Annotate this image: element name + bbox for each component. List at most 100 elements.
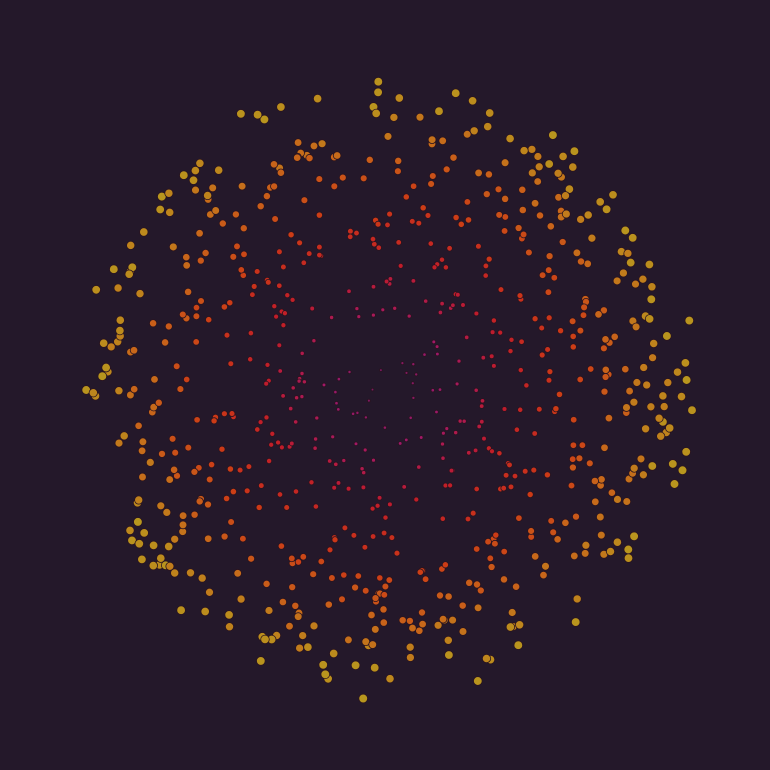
dot [600, 387, 609, 396]
dot [119, 431, 129, 441]
dot [421, 575, 430, 583]
dot [444, 426, 450, 431]
dot [601, 365, 610, 374]
dot [336, 407, 341, 412]
dot [489, 329, 496, 336]
dot [148, 560, 158, 571]
dot [376, 574, 384, 582]
dot [484, 170, 493, 179]
dot [176, 385, 185, 393]
dot [311, 338, 317, 344]
dot [561, 518, 570, 527]
dot [236, 466, 244, 474]
dot [247, 356, 254, 363]
dot [326, 546, 334, 554]
dot [413, 496, 420, 503]
dot [185, 568, 196, 578]
dot [482, 272, 489, 279]
dot [236, 594, 246, 604]
dot [170, 534, 180, 544]
dot [317, 557, 326, 566]
dot [106, 342, 116, 352]
dot [427, 180, 435, 188]
dot [557, 327, 565, 335]
dot [625, 386, 634, 396]
dot [289, 296, 296, 303]
dot [544, 288, 553, 296]
dot [659, 402, 669, 412]
dot [453, 430, 459, 436]
dot [525, 248, 533, 257]
dot [428, 172, 437, 180]
dot [178, 511, 188, 520]
dot [164, 541, 174, 552]
dot [497, 286, 505, 293]
dot [642, 380, 652, 390]
dot [572, 512, 580, 521]
dot [113, 283, 123, 293]
dot [321, 382, 327, 388]
dot [486, 554, 495, 563]
dot [612, 537, 623, 547]
dot [293, 419, 299, 425]
dot [636, 454, 646, 464]
dot [629, 531, 639, 542]
dot [224, 610, 234, 620]
dot [124, 269, 134, 279]
dot [250, 283, 258, 290]
dot [526, 490, 534, 499]
dot [464, 515, 472, 523]
dot [256, 202, 265, 211]
dot [418, 619, 427, 629]
dot [229, 488, 237, 496]
dot [276, 248, 283, 256]
dot [517, 367, 524, 374]
dot [446, 245, 453, 252]
dot [138, 437, 148, 447]
dot [353, 441, 359, 447]
dot [466, 450, 472, 456]
dot [553, 535, 562, 544]
dot [192, 303, 201, 312]
dot [223, 331, 231, 339]
dot [88, 388, 98, 398]
dot [154, 398, 163, 407]
dot [204, 500, 212, 509]
dot [394, 167, 402, 176]
dot [501, 194, 510, 203]
dot [114, 438, 124, 448]
dot [354, 306, 360, 312]
dot [456, 358, 462, 364]
dot [576, 257, 586, 266]
dot [595, 197, 605, 207]
dot [179, 170, 189, 180]
dot [276, 102, 286, 112]
dot [130, 385, 139, 394]
dot [658, 391, 668, 401]
dot [517, 406, 524, 413]
dot [312, 503, 320, 510]
dot [488, 353, 495, 360]
dot [211, 206, 220, 215]
dot [269, 160, 279, 169]
dot [178, 310, 187, 319]
dot [139, 528, 149, 538]
dot [379, 605, 388, 614]
dot [288, 554, 296, 563]
dot [312, 93, 323, 104]
dot [379, 618, 388, 627]
dot [590, 476, 599, 486]
dot [496, 450, 503, 457]
dot [440, 455, 446, 461]
dot [527, 168, 537, 178]
dot [231, 210, 240, 219]
dot [441, 561, 449, 569]
dot [192, 338, 200, 346]
dot [255, 503, 263, 511]
dot [473, 676, 483, 686]
dot [545, 314, 553, 322]
dot [296, 239, 304, 247]
dot [380, 307, 386, 313]
dot [376, 495, 383, 501]
dot [587, 365, 595, 373]
